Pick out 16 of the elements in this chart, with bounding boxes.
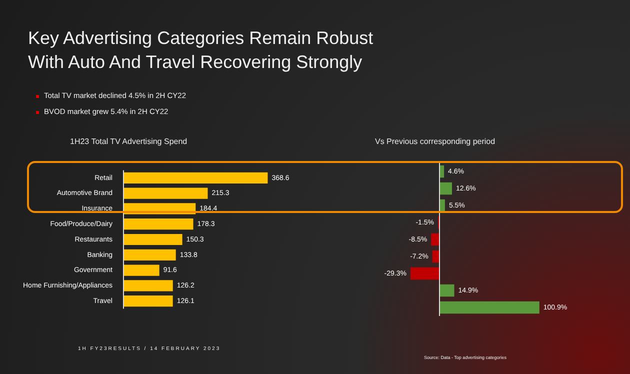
- bar: [123, 172, 268, 184]
- bar: [440, 182, 452, 195]
- text: Key Advertising Categories Remain Robust With Auto And Travel Recovering Strongly: [28, 28, 374, 72]
- bar: [440, 301, 540, 314]
- bar: [123, 249, 176, 260]
- bar: [123, 264, 160, 276]
- chart-title: Vs Previous corresponding period: [375, 137, 496, 146]
- bar: [123, 234, 182, 246]
- bar: [431, 233, 440, 246]
- bar: [410, 267, 440, 280]
- chart-title: 1H23 Total TV Advertising Spend: [70, 137, 188, 146]
- bar: [123, 218, 194, 230]
- bar: [123, 188, 208, 199]
- bar: [123, 296, 173, 307]
- bar: [440, 284, 454, 297]
- bar: [123, 280, 173, 292]
